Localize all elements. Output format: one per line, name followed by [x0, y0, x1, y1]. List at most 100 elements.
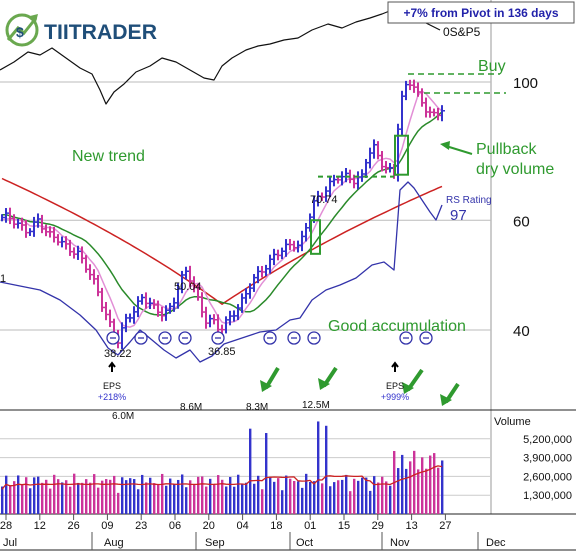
price-bar: [277, 249, 281, 261]
price-bar: [141, 294, 145, 305]
index-line-group: [0, 3, 441, 105]
rs-line-group: [0, 181, 443, 363]
price-axis-label: 100: [513, 75, 538, 92]
volume-callout-arrow-head: [402, 382, 414, 394]
volume-bar: [337, 480, 340, 514]
price-bar: [261, 265, 265, 278]
volume-bar: [285, 475, 288, 514]
volume-label-1: 6.0M: [112, 411, 134, 422]
price-bar: [53, 226, 57, 243]
price-bar: [329, 175, 333, 197]
swing-low-label-1: 38.22: [104, 348, 132, 360]
volume-bar: [245, 482, 248, 514]
price-bar: [253, 274, 257, 292]
volume-bar: [121, 477, 124, 514]
month-label: Dec: [486, 537, 506, 549]
volume-bar: [1, 486, 4, 514]
volume-bar: [9, 485, 12, 514]
index-line: [0, 3, 441, 105]
price-bar: [41, 214, 45, 234]
volume-bar: [109, 479, 112, 514]
volume-callout-arrow: [440, 382, 460, 406]
price-bar: [405, 80, 409, 101]
volume-bar: [269, 476, 272, 514]
price-bar: [57, 234, 61, 246]
accumulation-marker: [399, 331, 413, 345]
volume-bar: [93, 474, 96, 514]
pivot-price-label: 70.74: [310, 194, 338, 206]
date-tick-label: 28: [0, 520, 12, 532]
date-tick-label: 09: [101, 520, 113, 532]
price-bar: [265, 264, 269, 276]
price-axis-label: 60: [513, 213, 530, 230]
volume-bar: [345, 474, 348, 514]
price-bar: [49, 226, 53, 238]
volume-bar: [221, 479, 224, 514]
eps-label-2: EPS: [386, 381, 404, 391]
ma-long-line: [1, 177, 443, 305]
volume-bar: [377, 482, 380, 514]
volume-bar: [413, 450, 416, 514]
price-bar: [169, 302, 173, 314]
price-bar: [133, 306, 137, 324]
volume-bar: [113, 475, 116, 514]
date-tick-label: 26: [67, 520, 79, 532]
volume-bar: [45, 479, 48, 514]
price-bar: [429, 106, 433, 118]
price-bar: [289, 238, 293, 251]
volume-bar: [37, 476, 40, 514]
volume-bar: [233, 486, 236, 514]
price-bar: [121, 322, 125, 349]
volume-bar: [277, 478, 280, 514]
price-bar: [29, 228, 33, 236]
month-label: Oct: [296, 537, 313, 549]
logo-chart-icon: $: [5, 13, 39, 47]
price-bar: [109, 309, 113, 328]
volume-bar: [181, 474, 184, 514]
volume-bar: [225, 486, 228, 514]
price-bar: [37, 213, 41, 228]
volume-bar: [133, 479, 136, 514]
volume-bar: [65, 480, 68, 514]
price-bar: [401, 90, 405, 136]
eps-label-1: EPS: [103, 381, 121, 391]
volume-bar: [437, 467, 440, 514]
price-bar: [209, 314, 213, 328]
price-axis-label: 40: [513, 323, 530, 340]
volume-bar: [177, 479, 180, 514]
volume-bar: [373, 476, 376, 514]
volume-callout-arrow-head: [440, 394, 452, 406]
price-bar: [321, 192, 325, 201]
volume-axis-label: 3,900,000: [523, 453, 572, 465]
price-bar: [421, 88, 425, 107]
new-trend-label: New trend: [72, 148, 145, 165]
volume-bar: [365, 477, 368, 514]
buy-label: Buy: [478, 58, 506, 75]
pullback-arrow-head: [440, 141, 450, 150]
volume-bar: [405, 468, 408, 514]
partial-left-label: 1: [0, 273, 6, 285]
volume-bar: [173, 484, 176, 514]
volume-bar: [153, 483, 156, 514]
price-bar: [1, 214, 5, 222]
volume-bar: [25, 477, 28, 514]
volume-bar: [401, 454, 404, 514]
volume-bar: [325, 425, 328, 514]
accumulation-marker: [419, 331, 433, 345]
volume-bar: [49, 488, 52, 514]
pullback-arrow-shaft: [445, 145, 473, 155]
volume-bar: [305, 473, 308, 514]
volume-bar: [97, 487, 100, 514]
volume-bar: [229, 476, 232, 514]
accumulation-marker: [263, 331, 277, 345]
price-bar: [285, 239, 289, 257]
volume-bar: [265, 433, 268, 514]
volume-callout-arrow-head: [318, 378, 330, 390]
ma-mid-line: [1, 111, 443, 316]
price-bar: [101, 287, 105, 312]
price-bar: [9, 207, 13, 225]
price-bar: [125, 313, 129, 333]
volume-bar: [201, 476, 204, 514]
volume-bar: [301, 487, 304, 514]
